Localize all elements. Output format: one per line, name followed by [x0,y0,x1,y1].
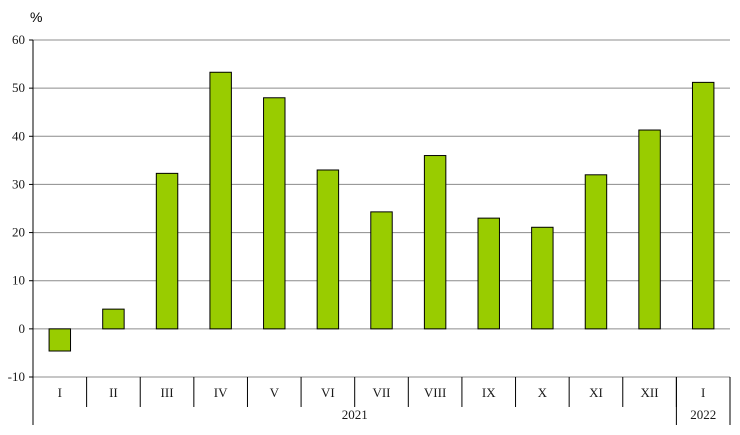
bar-9 [477,217,500,330]
bar-2 [102,308,125,330]
y-tick-label: 40 [12,128,25,143]
x-tick-label: VII [372,385,390,400]
bar-12 [638,129,661,330]
x-tick-label: I [58,385,62,400]
bar-5 [263,97,286,330]
x-tick-label: VIII [424,385,446,400]
x-tick-label: IX [482,385,496,400]
x-tick-label: I [701,385,705,400]
x-tick-label: V [270,385,280,400]
x-tick-label: X [538,385,548,400]
group-label: 2022 [690,407,716,422]
x-tick-label: II [109,385,118,400]
x-tick-label: III [161,385,174,400]
y-tick-label: 20 [12,225,25,240]
bar-4 [209,71,232,330]
x-tick-label: IV [214,385,228,400]
bar-8 [423,155,447,330]
bar-10 [531,226,554,330]
bar-11 [584,174,608,330]
bars [48,71,715,352]
y-tick-label: -10 [8,369,25,384]
y-unit-label: % [30,9,42,25]
bar-7 [370,211,393,330]
bar-3 [155,172,179,330]
y-tick-label: 60 [12,32,25,47]
group-label: 2021 [342,407,368,422]
x-tick-label: XI [589,385,603,400]
y-axis-ticks: -10 0 10 20 30 40 50 60 [8,32,33,384]
bar-1 [48,328,72,352]
y-tick-label: 0 [19,321,26,336]
bar-13 [691,81,715,330]
x-tick-label: XII [641,385,659,400]
y-tick-label: 50 [12,80,25,95]
bar-6 [316,169,340,330]
y-tick-label: 10 [12,273,25,288]
y-tick-label: 30 [12,176,25,191]
x-tick-label: VI [321,385,335,400]
axes [32,40,731,425]
